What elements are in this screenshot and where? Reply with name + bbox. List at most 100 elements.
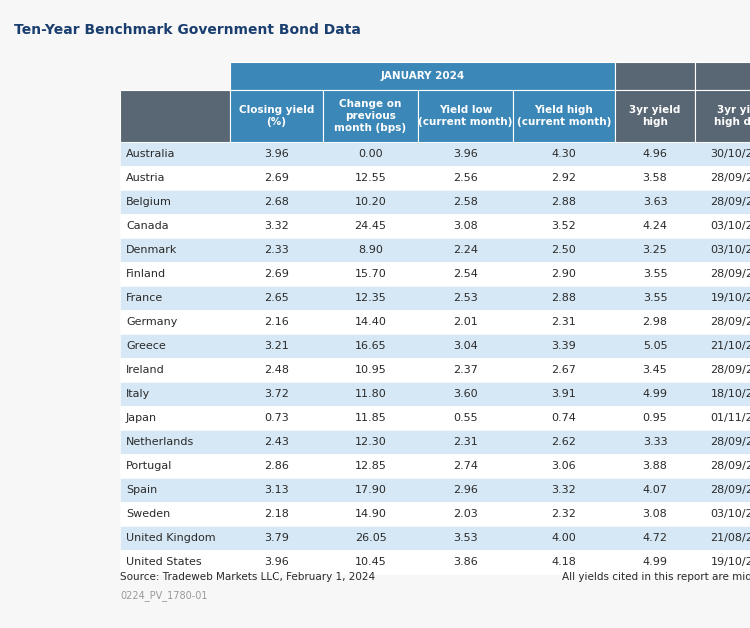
- Text: 3.88: 3.88: [643, 461, 668, 471]
- Text: 2.86: 2.86: [264, 461, 289, 471]
- Text: 0.00: 0.00: [358, 149, 382, 159]
- Text: 8.90: 8.90: [358, 245, 383, 255]
- Text: Italy: Italy: [126, 389, 150, 399]
- Text: 3.96: 3.96: [453, 149, 478, 159]
- Text: 28/09/2023: 28/09/2023: [710, 485, 750, 495]
- Text: 18/10/2023: 18/10/2023: [710, 389, 750, 399]
- Text: 12.55: 12.55: [355, 173, 386, 183]
- Text: 4.99: 4.99: [643, 389, 668, 399]
- Text: 4.72: 4.72: [643, 533, 668, 543]
- Text: 2.43: 2.43: [264, 437, 289, 447]
- Bar: [120, 526, 750, 550]
- Text: 28/09/2023: 28/09/2023: [710, 197, 750, 207]
- Text: Closing yield
(%): Closing yield (%): [238, 106, 314, 127]
- Bar: [418, 90, 513, 142]
- Text: 3.21: 3.21: [264, 341, 289, 351]
- Text: 10.20: 10.20: [355, 197, 386, 207]
- Bar: [323, 90, 418, 142]
- Text: Canada: Canada: [126, 221, 169, 231]
- Text: 3.91: 3.91: [551, 389, 576, 399]
- Text: All yields cited in this report are mid-yields.: All yields cited in this report are mid-…: [562, 572, 750, 582]
- Text: 03/10/2023: 03/10/2023: [711, 221, 750, 231]
- Text: 3.32: 3.32: [551, 485, 576, 495]
- Bar: [120, 190, 750, 214]
- Text: 19/10/2023: 19/10/2023: [710, 557, 750, 567]
- Text: 2.24: 2.24: [453, 245, 478, 255]
- Text: 15.70: 15.70: [355, 269, 386, 279]
- Text: 0.73: 0.73: [264, 413, 289, 423]
- Text: 2.18: 2.18: [264, 509, 289, 519]
- Bar: [230, 62, 615, 90]
- Text: 03/10/2023: 03/10/2023: [711, 509, 750, 519]
- Text: United Kingdom: United Kingdom: [126, 533, 216, 543]
- Text: Finland: Finland: [126, 269, 166, 279]
- Text: 2.31: 2.31: [453, 437, 478, 447]
- Text: 3.79: 3.79: [264, 533, 289, 543]
- Text: 3.39: 3.39: [551, 341, 576, 351]
- Text: Change on
previous
month (bps): Change on previous month (bps): [334, 99, 406, 133]
- Text: 3.55: 3.55: [643, 293, 668, 303]
- Text: Germany: Germany: [126, 317, 177, 327]
- Text: 10.95: 10.95: [355, 365, 386, 375]
- Text: Japan: Japan: [126, 413, 158, 423]
- Text: 12.85: 12.85: [355, 461, 386, 471]
- Text: 2.62: 2.62: [551, 437, 577, 447]
- Text: Portugal: Portugal: [126, 461, 172, 471]
- Text: 3.08: 3.08: [453, 221, 478, 231]
- Text: Source: Tradeweb Markets LLC, February 1, 2024: Source: Tradeweb Markets LLC, February 1…: [120, 572, 375, 582]
- Text: 21/10/2022: 21/10/2022: [710, 341, 750, 351]
- Text: 4.96: 4.96: [643, 149, 668, 159]
- Text: Ten-Year Benchmark Government Bond Data: Ten-Year Benchmark Government Bond Data: [14, 23, 361, 37]
- Text: 17.90: 17.90: [355, 485, 386, 495]
- Text: 10.45: 10.45: [355, 557, 386, 567]
- Text: Sweden: Sweden: [126, 509, 170, 519]
- Text: 2.88: 2.88: [551, 293, 577, 303]
- Bar: [120, 90, 230, 142]
- Text: 3.25: 3.25: [643, 245, 668, 255]
- Text: 26.05: 26.05: [355, 533, 386, 543]
- Bar: [120, 382, 750, 406]
- Bar: [120, 550, 750, 574]
- Text: 12.30: 12.30: [355, 437, 386, 447]
- Text: 2.31: 2.31: [551, 317, 576, 327]
- Text: 28/09/2023: 28/09/2023: [710, 173, 750, 183]
- Text: 2.74: 2.74: [453, 461, 478, 471]
- Text: 2.50: 2.50: [551, 245, 576, 255]
- Text: Greece: Greece: [126, 341, 166, 351]
- Bar: [120, 334, 750, 358]
- Text: 0.74: 0.74: [551, 413, 577, 423]
- Text: 0224_PV_1780-01: 0224_PV_1780-01: [120, 590, 208, 601]
- Text: 3.60: 3.60: [453, 389, 478, 399]
- Text: 3.04: 3.04: [453, 341, 478, 351]
- Text: United States: United States: [126, 557, 202, 567]
- Text: 2.53: 2.53: [453, 293, 478, 303]
- Text: 3yr yield
high date: 3yr yield high date: [714, 106, 750, 127]
- Text: Yield high
(current month): Yield high (current month): [517, 106, 611, 127]
- Text: 2.33: 2.33: [264, 245, 289, 255]
- Text: 2.32: 2.32: [551, 509, 577, 519]
- Bar: [120, 286, 750, 310]
- Bar: [695, 62, 750, 90]
- Text: Ireland: Ireland: [126, 365, 165, 375]
- Text: 2.98: 2.98: [643, 317, 668, 327]
- Bar: [120, 142, 750, 166]
- Text: 28/09/2023: 28/09/2023: [710, 365, 750, 375]
- Bar: [120, 262, 750, 286]
- Text: 4.00: 4.00: [551, 533, 576, 543]
- Text: 3.72: 3.72: [264, 389, 289, 399]
- Text: Belgium: Belgium: [126, 197, 172, 207]
- Text: 2.56: 2.56: [453, 173, 478, 183]
- Text: 2.58: 2.58: [453, 197, 478, 207]
- Text: JANUARY 2024: JANUARY 2024: [380, 71, 464, 81]
- Text: 3.53: 3.53: [453, 533, 478, 543]
- Text: 2.69: 2.69: [264, 269, 289, 279]
- Bar: [615, 90, 695, 142]
- Text: 3.86: 3.86: [453, 557, 478, 567]
- Text: 2.68: 2.68: [264, 197, 289, 207]
- Text: 2.03: 2.03: [453, 509, 478, 519]
- Text: 24.45: 24.45: [355, 221, 386, 231]
- Text: 3.52: 3.52: [551, 221, 576, 231]
- Bar: [513, 90, 615, 142]
- Text: Netherlands: Netherlands: [126, 437, 194, 447]
- Text: 0.95: 0.95: [643, 413, 668, 423]
